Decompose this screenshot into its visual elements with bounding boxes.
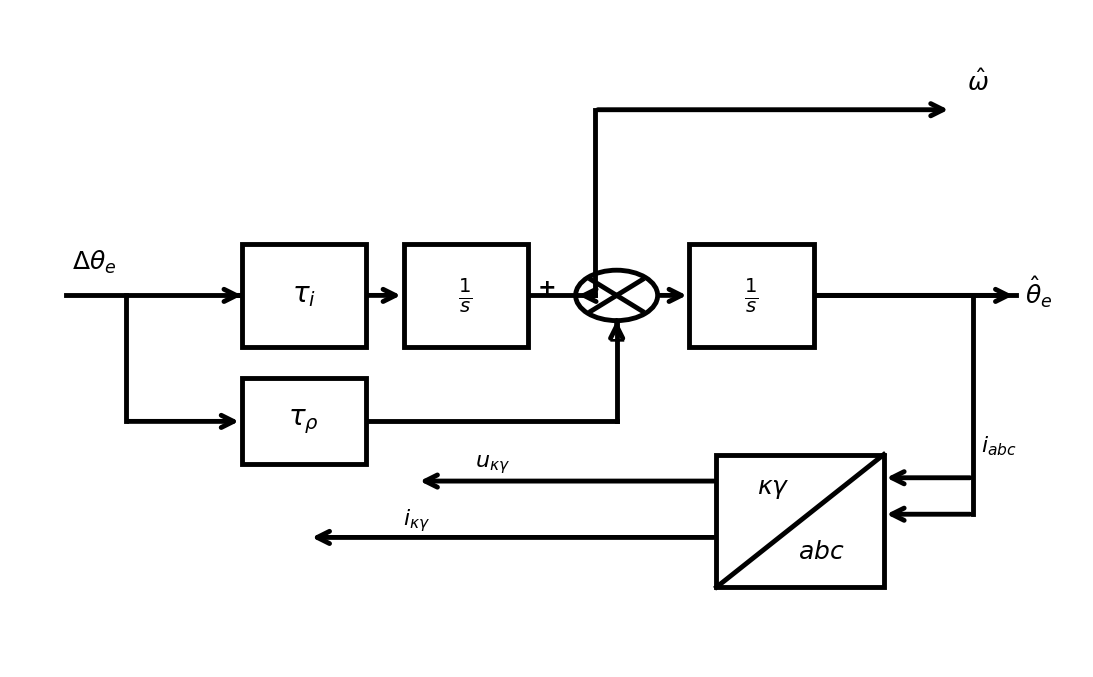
Text: $\hat{\theta}_e$: $\hat{\theta}_e$ [1024, 274, 1053, 310]
Text: $\hat{\omega}$: $\hat{\omega}$ [967, 70, 989, 96]
FancyBboxPatch shape [242, 378, 366, 464]
Text: +: + [538, 278, 556, 298]
Text: $\tau_i$: $\tau_i$ [292, 282, 316, 309]
Text: $i_{abc}$: $i_{abc}$ [982, 434, 1018, 458]
Text: $abc$: $abc$ [798, 541, 845, 564]
Text: $i_{\kappa\gamma}$: $i_{\kappa\gamma}$ [403, 508, 431, 534]
Text: $\tau_\rho$: $\tau_\rho$ [289, 407, 319, 436]
Text: $u_{\kappa\gamma}$: $u_{\kappa\gamma}$ [475, 453, 510, 476]
Text: $\Delta\theta_e$: $\Delta\theta_e$ [72, 248, 116, 276]
FancyBboxPatch shape [403, 244, 528, 347]
FancyBboxPatch shape [716, 454, 884, 587]
FancyBboxPatch shape [690, 244, 813, 347]
Text: +: + [608, 331, 626, 351]
FancyBboxPatch shape [242, 244, 366, 347]
Text: $\frac{1}{s}$: $\frac{1}{s}$ [458, 276, 473, 315]
Text: $\frac{1}{s}$: $\frac{1}{s}$ [744, 276, 759, 315]
Text: $\kappa\gamma$: $\kappa\gamma$ [756, 477, 789, 500]
